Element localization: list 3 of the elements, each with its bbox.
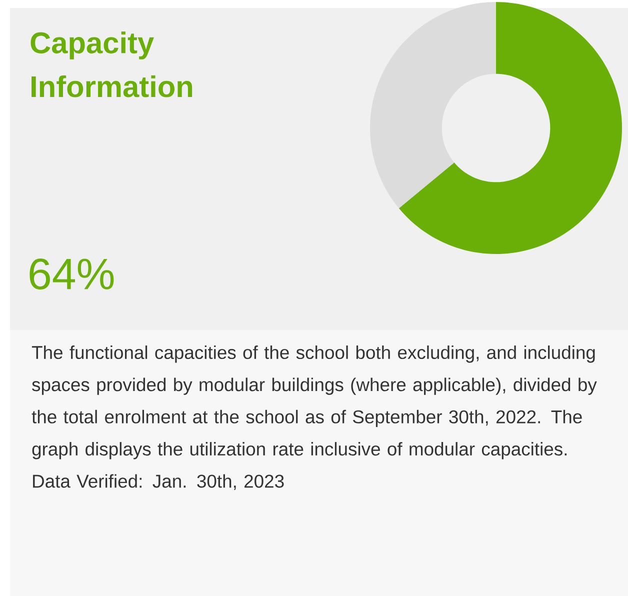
text: 64%: [30, 258, 114, 290]
text: Capacity Information: [30, 32, 192, 98]
text: The functional capacities of the school both excluding, and including spaces provided by modular buildings (where applicable), divided by the total enrolment at the school as of September 30th, 2022. The graph displays the utilization rate inclusive of modular capacities. Data Verified: Jan. 30th, 2023: [32, 346, 597, 490]
